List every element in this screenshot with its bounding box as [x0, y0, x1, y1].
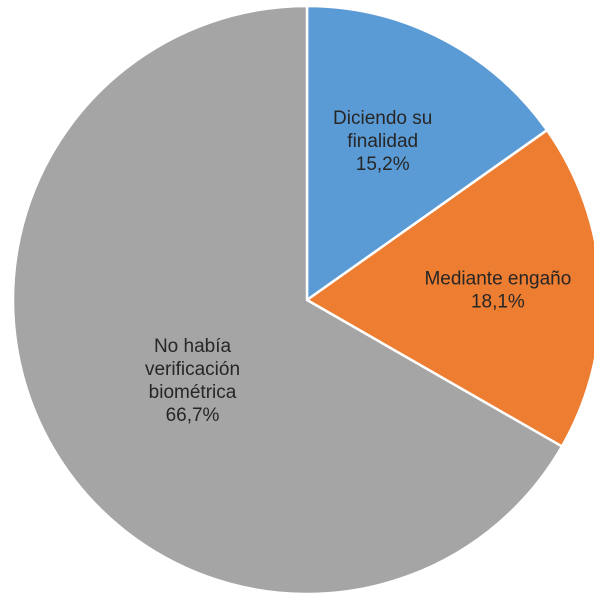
slices-layer: [11, 4, 594, 596]
data-label-value: 15,2%: [356, 154, 410, 175]
pie-slice-diciendo: [305, 4, 549, 302]
data-label-value: 66,7%: [166, 405, 220, 426]
data-label-value: 18,1%: [471, 292, 525, 313]
data-label-category-line: biométrica: [149, 382, 237, 403]
pie-slice-nohabia: [11, 4, 564, 596]
pie-slice-mediante: [305, 128, 594, 448]
data-label-category-line: finalidad: [347, 131, 418, 152]
data-label-category-line: Mediante engaño: [424, 269, 571, 290]
data-label-category-line: Diciendo su: [333, 108, 432, 129]
data-label-category-line: verificación: [145, 359, 240, 380]
data-label-category-line: No había: [154, 336, 232, 357]
